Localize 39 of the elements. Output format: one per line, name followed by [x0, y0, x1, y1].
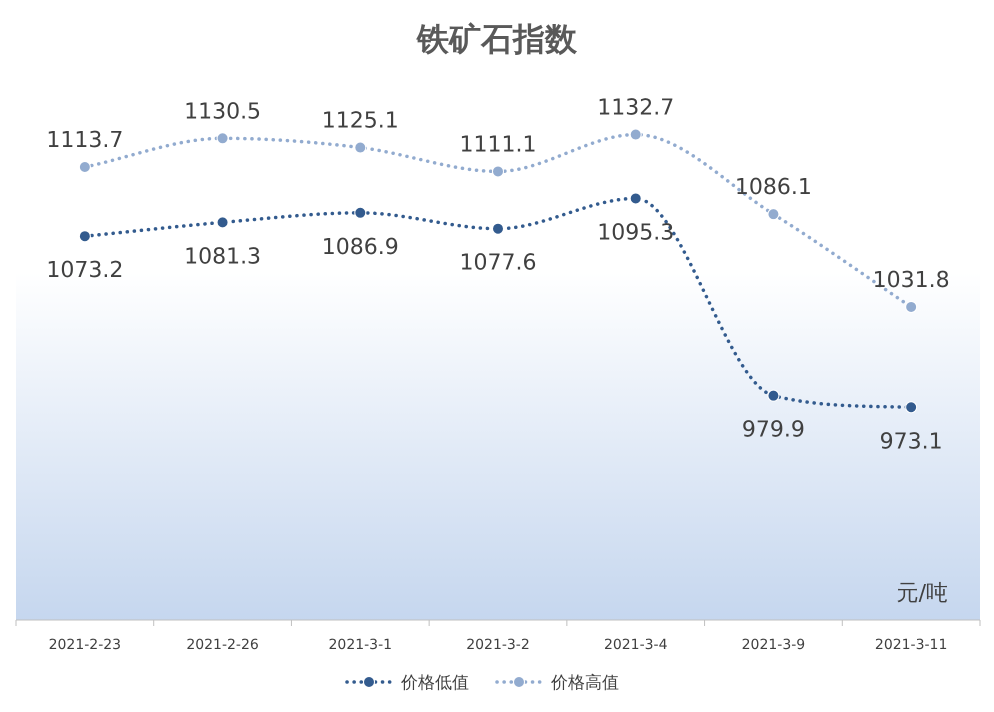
x-tick-label: 2021-3-11	[874, 637, 948, 653]
data-label: 1077.6	[460, 250, 536, 276]
point	[767, 390, 780, 402]
point	[905, 300, 918, 313]
point	[354, 206, 366, 219]
data-label: 979.9	[742, 418, 805, 443]
point	[78, 230, 91, 242]
point	[354, 142, 366, 154]
legend-label: 价格低值	[400, 673, 469, 693]
data-label: 1132.7	[597, 96, 674, 121]
x-tick-label: 2021-3-2	[466, 637, 530, 653]
point	[216, 132, 229, 144]
point	[630, 128, 642, 141]
point	[216, 216, 229, 228]
point	[905, 401, 918, 414]
data-label: 1125.1	[322, 108, 399, 134]
data-label: 973.1	[880, 429, 943, 454]
data-label: 1086.1	[734, 175, 812, 200]
text: 元/吨	[896, 581, 948, 606]
x-tick-label: 2021-2-26	[186, 637, 259, 653]
data-label: 1113.7	[46, 128, 124, 154]
chart-title: 铁矿石指数	[416, 20, 578, 58]
point	[767, 208, 780, 220]
legend-label: 价格高值	[550, 673, 619, 693]
x-tick-label: 2021-2-23	[48, 637, 122, 653]
x-tick-label: 2021-3-1	[328, 637, 392, 653]
point	[492, 222, 504, 235]
data-label: 1111.1	[460, 132, 536, 158]
x-tick-label: 2021-3-9	[742, 637, 806, 653]
data-label: 1095.3	[597, 220, 674, 246]
data-label: 1086.9	[322, 234, 399, 260]
data-label: 1081.3	[184, 244, 262, 270]
point	[630, 192, 642, 204]
point	[78, 161, 91, 174]
data-label: 1031.8	[872, 268, 950, 293]
point	[492, 165, 504, 178]
x-tick-label: 2021-3-4	[604, 637, 668, 653]
data-label: 1073.2	[46, 258, 124, 284]
data-label: 1130.5	[184, 99, 262, 124]
